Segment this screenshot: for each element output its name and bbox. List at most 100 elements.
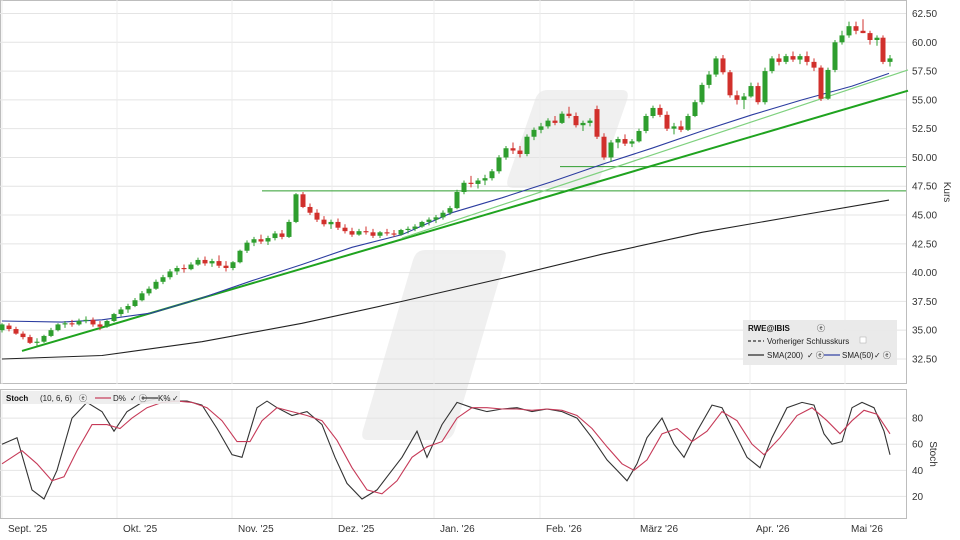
stoch-y-tick: 80 [912, 414, 924, 425]
candle [461, 180, 467, 195]
candle [538, 122, 544, 134]
candle [216, 255, 222, 268]
candle [664, 111, 670, 131]
stoch-legend: Stoch (10, 6, 6) ⓔ D% ✓ ⓔ K% ✓ [2, 391, 180, 404]
stoch-d-line [1, 400, 891, 495]
candle [629, 139, 635, 148]
candle-body [517, 150, 523, 154]
candle-body [594, 109, 600, 137]
candle-body [237, 250, 243, 263]
candle-body [363, 231, 369, 233]
price-panel: 62.50 60.00 57.50 55.00 52.50 50.00 47.50 45.00… [0, 0, 952, 384]
candle [587, 118, 593, 127]
price-y-tick: 62.50 [912, 9, 937, 20]
stoch-d-check-icon[interactable]: ✓ ⓔ [130, 394, 147, 403]
candle-body [587, 120, 593, 123]
candle [748, 82, 754, 98]
candle-body [608, 142, 614, 158]
candle [111, 312, 117, 323]
candle-body [146, 288, 152, 294]
x-tick-label: Jan. '26 [440, 524, 475, 535]
price-y-tick: 57.50 [912, 67, 937, 78]
candle-body [223, 265, 229, 268]
candle [188, 262, 194, 271]
stoch-d-label: D% [113, 394, 126, 403]
candle [97, 320, 103, 331]
candle [727, 69, 733, 98]
candle [391, 230, 397, 237]
candle [790, 51, 796, 62]
candle [405, 226, 411, 234]
price-y-tick: 42.50 [912, 239, 937, 250]
stoch-y-axis-title: Stoch [927, 441, 938, 467]
candle [713, 56, 719, 77]
candle [762, 67, 768, 105]
candle [342, 224, 348, 234]
candle-body [202, 259, 208, 264]
candle-body [573, 116, 579, 126]
candle [279, 230, 285, 240]
candle-body [615, 139, 621, 143]
candle-body [167, 271, 173, 278]
candle-body [160, 277, 166, 282]
candle-body [811, 61, 817, 68]
x-tick-label: März '26 [640, 524, 678, 535]
candle [55, 323, 61, 332]
candle [615, 136, 621, 149]
candle-body [720, 58, 726, 73]
candle-body [818, 67, 824, 99]
candle-body [419, 221, 425, 227]
candle [880, 35, 886, 65]
candle-body [97, 324, 103, 327]
candle [6, 323, 12, 332]
x-tick-label: Nov. '25 [238, 524, 274, 535]
candle [594, 105, 600, 140]
stoch-legend-info-icon[interactable]: ⓔ [79, 394, 87, 403]
stoch-plot-frame [0, 389, 907, 519]
candle-body [118, 309, 124, 315]
candle-body [6, 325, 12, 330]
price-gridlines [0, 0, 906, 384]
candle [734, 90, 740, 105]
candle-body [699, 84, 705, 103]
candle [76, 318, 82, 326]
stoch-k-check-icon[interactable]: ✓ [172, 394, 179, 403]
candle-body [244, 242, 250, 251]
candle-body [524, 136, 530, 154]
candle [104, 319, 110, 328]
candle [531, 127, 537, 141]
candle-body [832, 42, 838, 70]
candle [671, 122, 677, 135]
candle [419, 220, 425, 228]
candle-body [846, 26, 852, 36]
candle-body [286, 221, 292, 237]
x-tick-label: Okt. '25 [123, 524, 158, 535]
candle [776, 53, 782, 66]
candle-body [874, 37, 880, 40]
price-y-tick: 55.00 [912, 95, 937, 106]
candle [853, 21, 859, 35]
legend-prev-close-checkbox[interactable] [859, 336, 867, 344]
candle-body [405, 228, 411, 230]
candle [349, 227, 355, 237]
candle [62, 320, 68, 328]
candle [363, 226, 369, 235]
candle [321, 216, 327, 227]
candle [811, 58, 817, 72]
candle-body [265, 238, 271, 242]
candle-body [559, 113, 565, 123]
candle [874, 35, 880, 46]
legend-info-icon[interactable]: ⓔ [817, 324, 825, 333]
candle [601, 133, 607, 160]
candle-body [748, 86, 754, 97]
candle-body [391, 233, 397, 235]
legend-sma200-check-icon[interactable]: ✓ ⓔ [807, 351, 824, 360]
legend-sma50-check-icon[interactable]: ✓ ⓔ [874, 351, 891, 360]
stoch-legend-title: Stoch [6, 394, 28, 403]
candle-body [622, 139, 628, 144]
candle-body [461, 182, 467, 192]
candle [650, 105, 656, 119]
candle [657, 104, 663, 118]
candle-body [692, 102, 698, 116]
